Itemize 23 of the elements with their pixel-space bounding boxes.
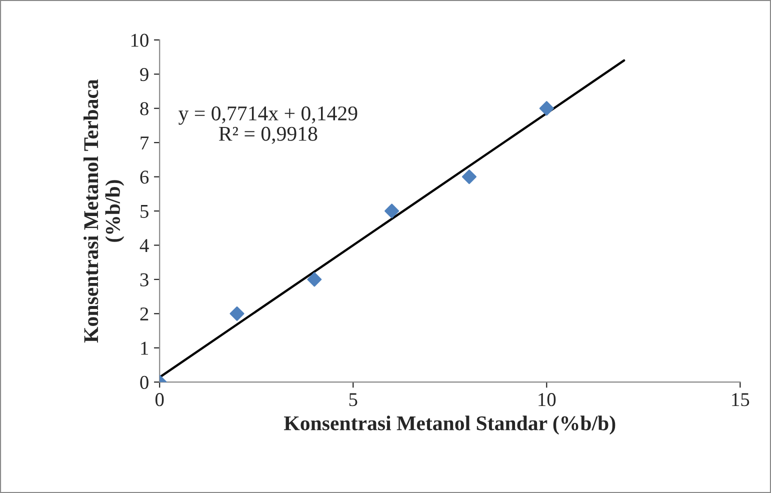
y-tick-label: 7 [140,136,149,150]
y-axis-title: Konsentrasi Metanol Terbaca (%b/b) [84,79,124,343]
y-tick-label: 3 [140,273,148,286]
x-tick-label: 0 [155,393,164,406]
y-tick-label: 9 [140,68,148,82]
y-tick-label: 6 [140,170,149,184]
x-axis-title: Konsentrasi Metanol Standar (%b/b) [284,416,616,435]
x-tick-label: 10 [538,393,556,406]
y-tick-label: 1 [141,342,148,355]
y-tick-label: 10 [131,34,148,47]
x-tick-label: 5 [349,393,358,406]
y-tick-label: 8 [140,102,148,116]
point [230,306,244,321]
point [307,272,322,287]
y-tick-label: 2 [140,308,148,320]
x-tick-label: 15 [732,393,750,406]
annotation: y = 0,7714x + 0,1429 R² = 0,9918 [178,106,358,144]
y-tick-label: 5 [140,205,148,218]
y-tick-label: 0 [140,376,148,390]
point [462,170,477,184]
point [384,204,400,218]
y-tick-label: 4 [140,239,149,252]
point [539,101,554,116]
